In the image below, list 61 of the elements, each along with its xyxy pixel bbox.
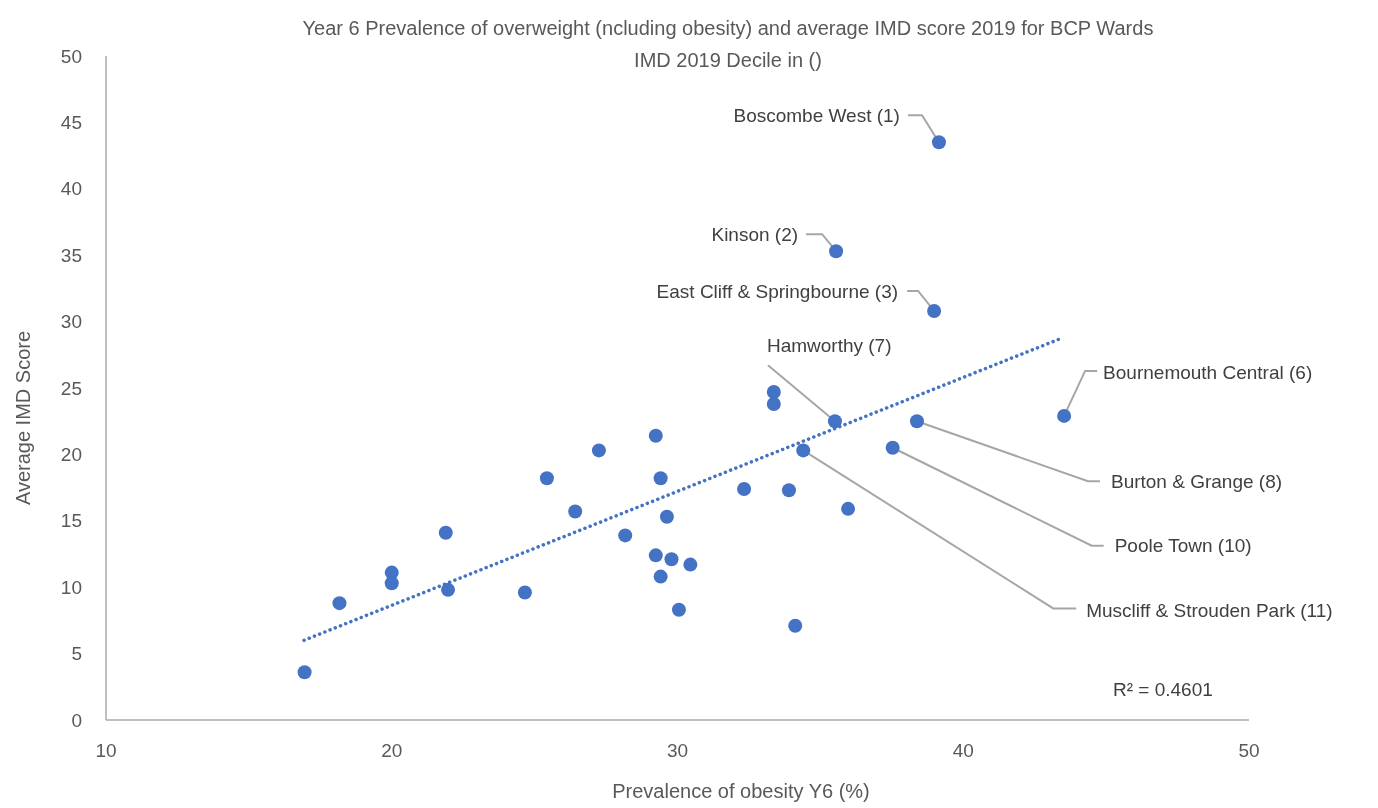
point [297, 665, 312, 680]
y-tick-label: 5 [71, 643, 82, 665]
point [438, 525, 453, 540]
x-axis-title: Prevalence of obesity Y6 (%) [612, 780, 870, 802]
annotation: Poole Town (10) [1114, 535, 1252, 557]
chart-title: Year 6 Prevalence of overweight (ncluding obesity) and average IMD score 2019 for BCP Wards [302, 17, 1154, 39]
annotation: Muscliff & Strouden Park (11) [1086, 600, 1333, 622]
annotation: R² = 0.4601 [1113, 678, 1213, 700]
point [648, 548, 663, 563]
point [927, 303, 942, 318]
chart-subtitle: IMD 2019 Decile in () [634, 49, 822, 71]
point [671, 602, 686, 617]
y-tick-label: 30 [60, 311, 82, 333]
annotation: Boscombe West (1) [733, 104, 900, 126]
point [766, 384, 781, 399]
point [659, 509, 674, 524]
y-tick-label: 35 [60, 244, 82, 266]
y-tick-label: 0 [71, 709, 82, 731]
point [827, 414, 842, 429]
point [737, 481, 752, 496]
y-tick-label: 10 [60, 576, 82, 598]
point [441, 582, 456, 597]
point [683, 557, 698, 572]
point [788, 618, 803, 633]
point [653, 471, 668, 486]
point [384, 576, 399, 591]
annotation: Hamworthy (7) [766, 334, 892, 356]
x-tick-label: 40 [952, 740, 974, 761]
point [931, 135, 946, 150]
y-tick-label: 50 [60, 45, 82, 67]
annotation: Bournemouth Central (6) [1103, 361, 1313, 383]
point [568, 504, 583, 519]
y-tick-label: 20 [60, 444, 82, 466]
point [591, 443, 606, 458]
point [909, 414, 924, 429]
annotation: Burton & Grange (8) [1110, 470, 1283, 492]
point [648, 428, 663, 443]
x-tick-label: 10 [95, 740, 117, 761]
x-tick-label: 50 [1238, 740, 1260, 761]
point [618, 528, 633, 543]
x-tick-label: 30 [666, 740, 689, 761]
y-tick-label: 45 [60, 112, 82, 134]
point [781, 483, 796, 498]
y-tick-label: 40 [60, 178, 82, 200]
point [841, 501, 856, 516]
point [796, 443, 811, 458]
y-tick-label: 25 [60, 377, 82, 399]
annotation: East Cliff & Springbourne (3) [656, 280, 899, 302]
point [1057, 408, 1072, 423]
point [517, 585, 532, 600]
annotation: Kinson (2) [711, 223, 799, 245]
x-tick-label: 20 [381, 740, 403, 761]
point [332, 596, 347, 611]
y-axis-title: Average IMD Score [12, 330, 34, 506]
point [664, 552, 679, 567]
y-tick-label: 15 [60, 510, 82, 532]
point [653, 569, 668, 584]
point [766, 396, 781, 411]
point [829, 244, 844, 259]
point [885, 440, 900, 455]
point [539, 471, 554, 486]
